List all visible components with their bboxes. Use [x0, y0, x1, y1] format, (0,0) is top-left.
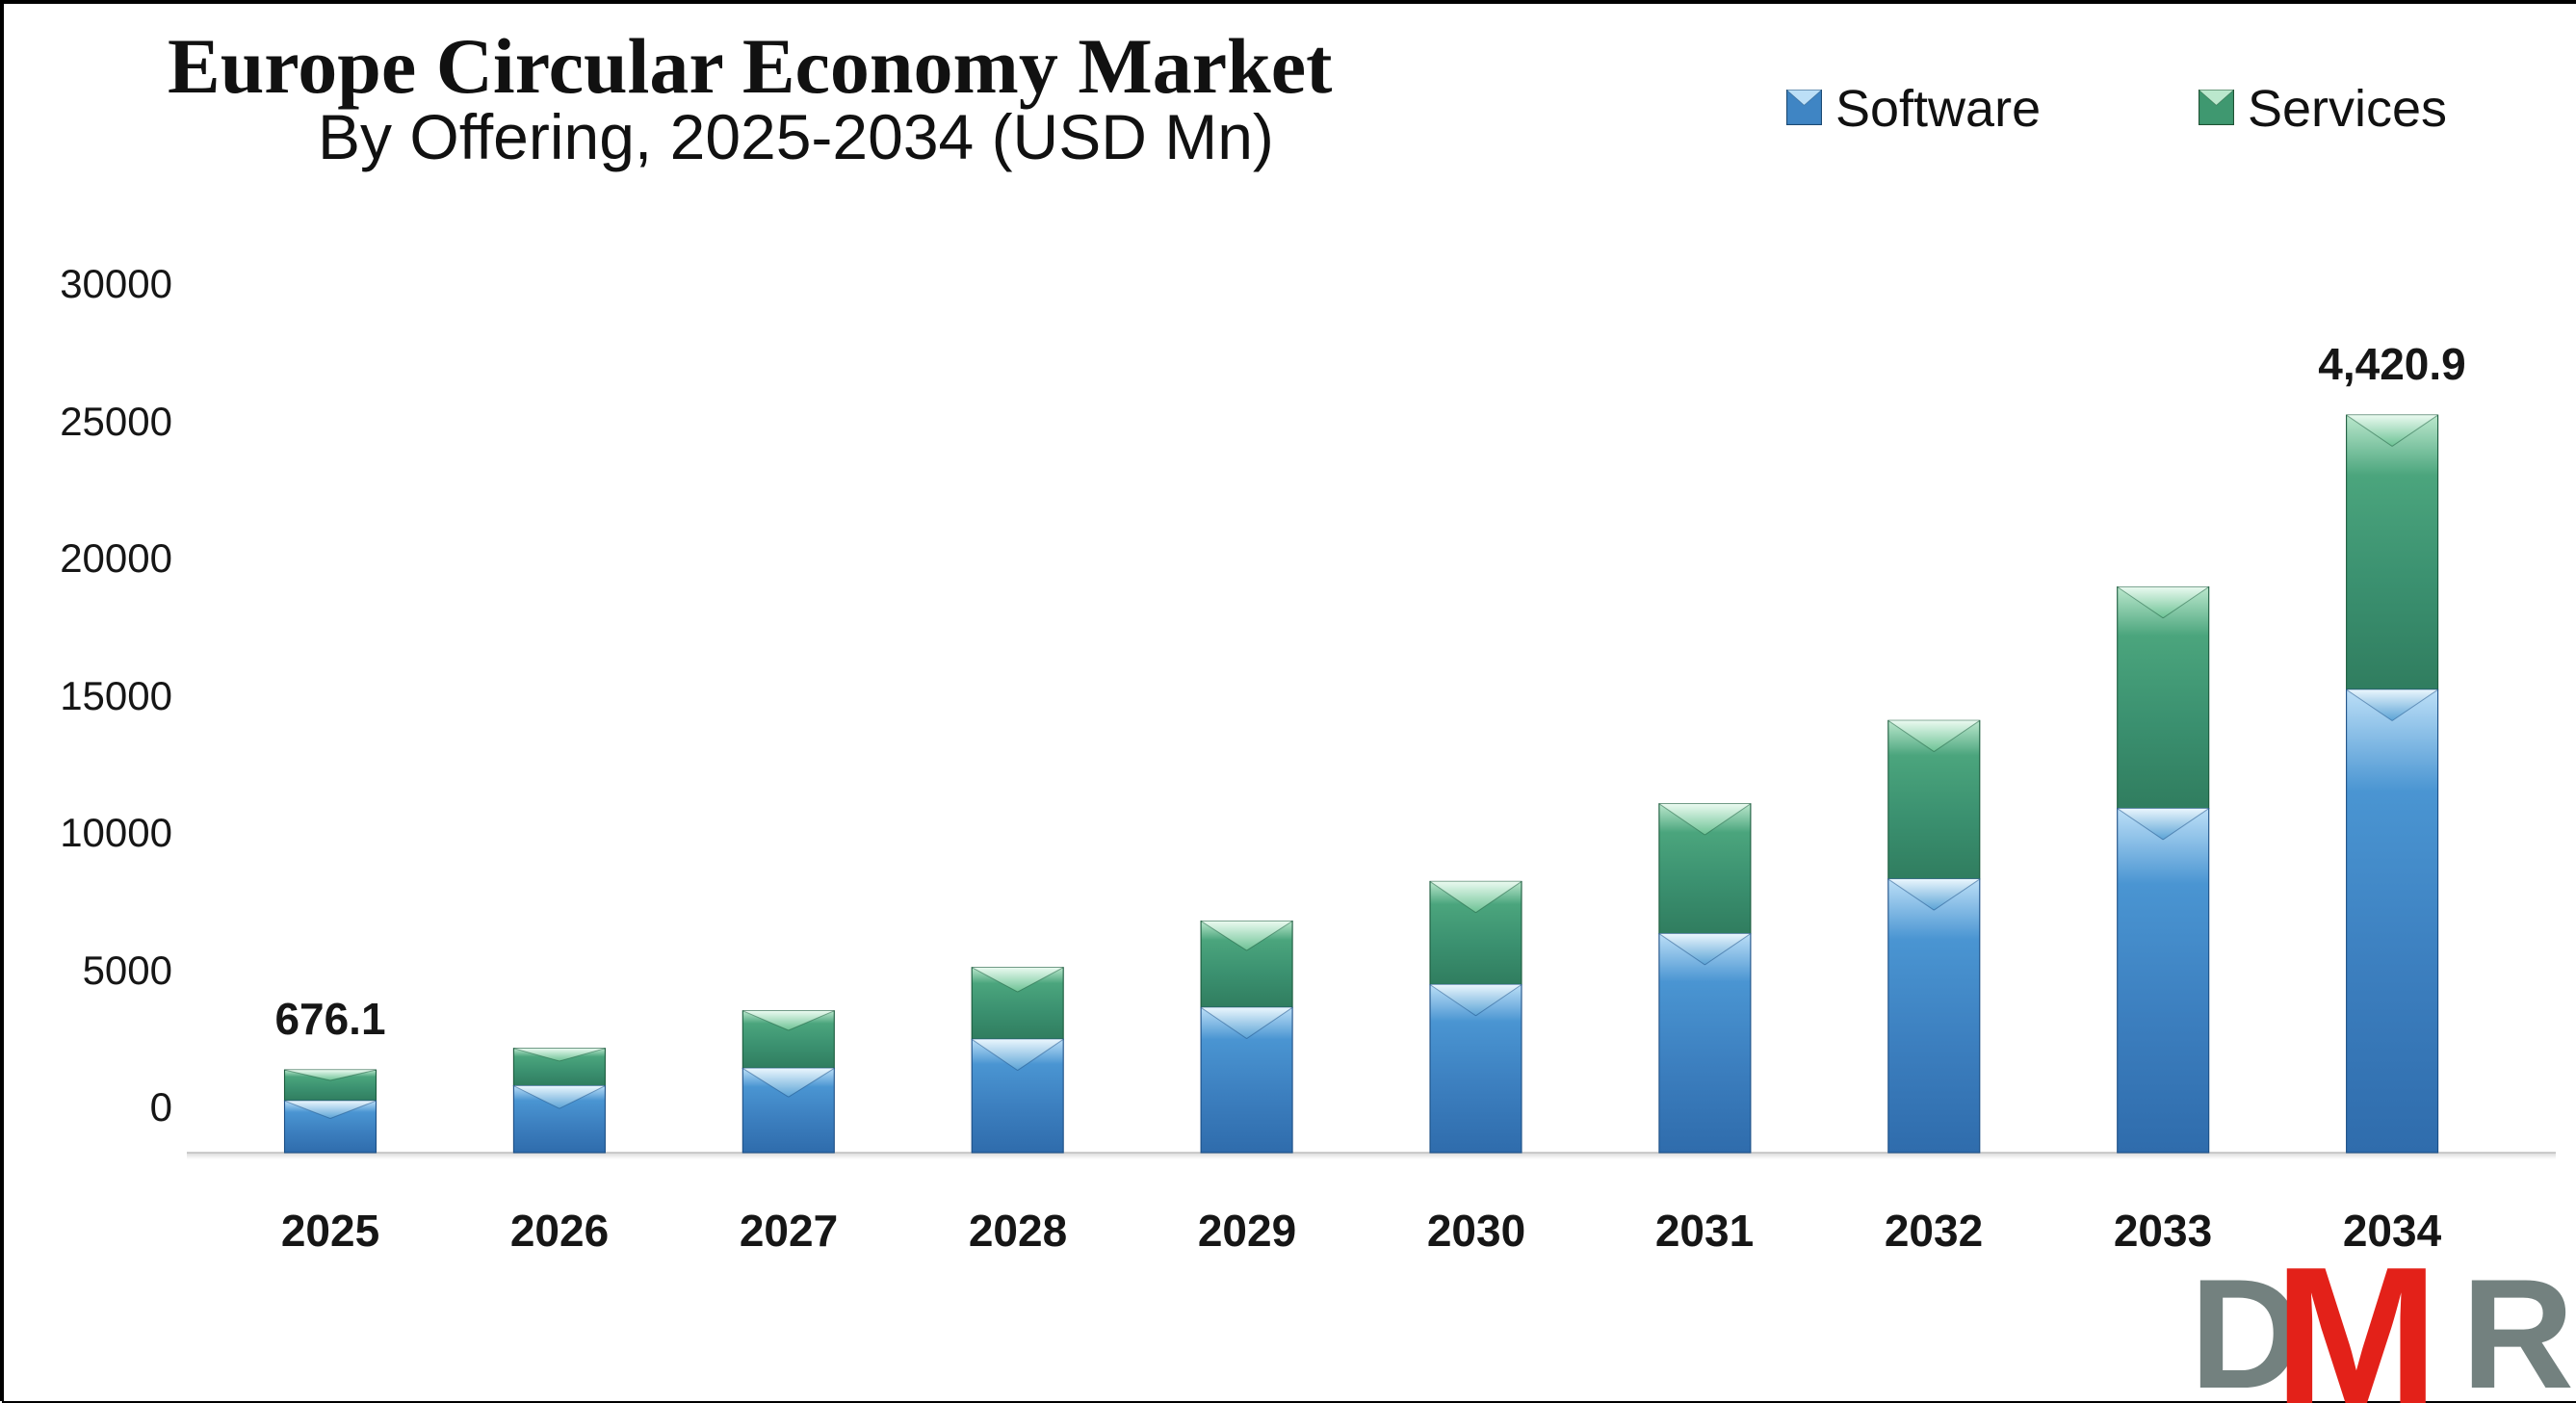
- svg-text:0: 0: [150, 1084, 172, 1130]
- svg-text:2032: 2032: [1885, 1206, 1983, 1256]
- svg-text:20000: 20000: [60, 535, 172, 581]
- svg-text:R: R: [2461, 1247, 2574, 1403]
- svg-text:2027: 2027: [740, 1206, 838, 1256]
- svg-text:2028: 2028: [969, 1206, 1067, 1256]
- svg-text:2025: 2025: [281, 1206, 379, 1256]
- svg-text:5000: 5000: [83, 948, 172, 993]
- svg-text:30000: 30000: [60, 261, 172, 306]
- svg-text:676.1: 676.1: [274, 994, 385, 1044]
- svg-text:M: M: [2274, 1226, 2439, 1403]
- svg-text:2031: 2031: [1655, 1206, 1754, 1256]
- svg-text:15000: 15000: [60, 673, 172, 718]
- svg-text:2029: 2029: [1198, 1206, 1296, 1256]
- svg-text:10000: 10000: [60, 810, 172, 855]
- svg-text:2026: 2026: [510, 1206, 609, 1256]
- svg-text:4,420.9: 4,420.9: [2318, 339, 2465, 389]
- svg-text:25000: 25000: [60, 399, 172, 444]
- svg-text:2030: 2030: [1427, 1206, 1525, 1256]
